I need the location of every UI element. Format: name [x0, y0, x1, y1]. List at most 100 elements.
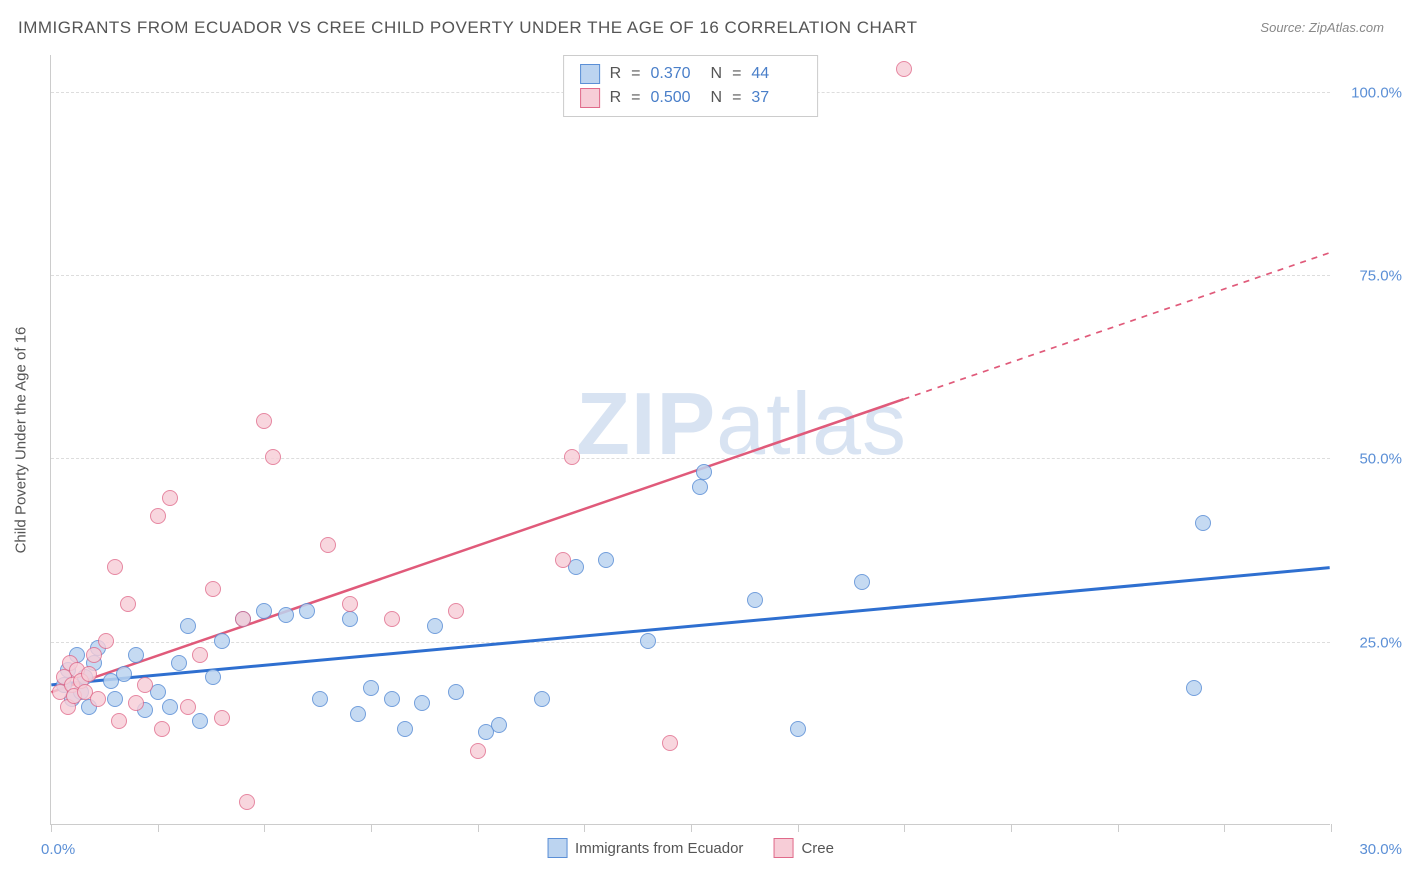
scatter-point-cree — [896, 61, 912, 77]
source-attribution: Source: ZipAtlas.com — [1260, 20, 1384, 35]
scatter-point-ecuador — [278, 607, 294, 623]
scatter-point-ecuador — [448, 684, 464, 700]
scatter-point-ecuador — [640, 633, 656, 649]
x-tick — [1118, 824, 1119, 832]
y-tick-label: 100.0% — [1351, 84, 1402, 101]
gridline: 25.0% — [51, 642, 1330, 643]
scatter-point-cree — [564, 449, 580, 465]
legend-n-value: 37 — [751, 89, 801, 107]
legend-row-cree: R = 0.500 N = 37 — [580, 86, 802, 110]
x-tick — [1011, 824, 1012, 832]
x-tick — [691, 824, 692, 832]
regression-lines — [51, 55, 1330, 824]
x-axis-min-label: 0.0% — [41, 841, 75, 858]
legend-eq: = — [631, 89, 640, 107]
x-tick — [51, 824, 52, 832]
scatter-point-ecuador — [180, 618, 196, 634]
scatter-point-ecuador — [107, 691, 123, 707]
legend-item-cree: Cree — [773, 838, 834, 858]
scatter-point-cree — [81, 666, 97, 682]
legend-row-ecuador: R=0.370N=44 — [580, 62, 802, 86]
scatter-point-ecuador — [312, 691, 328, 707]
scatter-point-cree — [128, 695, 144, 711]
scatter-point-ecuador — [205, 669, 221, 685]
scatter-point-cree — [205, 581, 221, 597]
scatter-point-ecuador — [299, 603, 315, 619]
x-tick — [584, 824, 585, 832]
gridline: 75.0% — [51, 275, 1330, 276]
scatter-point-cree — [162, 490, 178, 506]
scatter-point-ecuador — [534, 691, 550, 707]
gridline: 50.0% — [51, 458, 1330, 459]
scatter-point-cree — [90, 691, 106, 707]
x-tick — [904, 824, 905, 832]
scatter-point-cree — [320, 537, 336, 553]
scatter-point-ecuador — [790, 721, 806, 737]
scatter-point-cree — [662, 735, 678, 751]
legend-r-value: 0.500 — [651, 89, 701, 107]
legend-n-label: N — [711, 65, 723, 83]
scatter-point-cree — [137, 677, 153, 693]
scatter-point-ecuador — [854, 574, 870, 590]
x-tick — [264, 824, 265, 832]
chart-title: IMMIGRANTS FROM ECUADOR VS CREE CHILD PO… — [18, 18, 918, 38]
scatter-point-cree — [98, 633, 114, 649]
legend-eq: = — [631, 65, 640, 83]
y-axis-title: Child Poverty Under the Age of 16 — [13, 326, 30, 553]
x-tick — [371, 824, 372, 832]
legend-n-value: 44 — [751, 65, 801, 83]
scatter-point-ecuador — [192, 713, 208, 729]
scatter-point-cree — [111, 713, 127, 729]
scatter-point-ecuador — [491, 717, 507, 733]
scatter-point-cree — [384, 611, 400, 627]
scatter-point-cree — [150, 508, 166, 524]
scatter-point-cree — [214, 710, 230, 726]
legend-r-value: 0.370 — [651, 65, 701, 83]
scatter-point-ecuador — [427, 618, 443, 634]
x-tick — [798, 824, 799, 832]
legend-n-label: N — [711, 89, 723, 107]
x-tick — [1224, 824, 1225, 832]
legend-eq: = — [732, 65, 741, 83]
scatter-point-cree — [239, 794, 255, 810]
legend-series-name: Immigrants from Ecuador — [575, 840, 743, 857]
scatter-point-ecuador — [350, 706, 366, 722]
watermark: ZIPatlas — [576, 373, 907, 475]
x-axis-max-label: 30.0% — [1359, 841, 1402, 858]
legend-r-label: R — [610, 89, 622, 107]
scatter-point-cree — [256, 413, 272, 429]
legend-swatch-ecuador — [547, 838, 567, 858]
source-name: ZipAtlas.com — [1309, 20, 1384, 35]
x-tick — [158, 824, 159, 832]
scatter-point-ecuador — [342, 611, 358, 627]
scatter-point-ecuador — [128, 647, 144, 663]
scatter-point-cree — [120, 596, 136, 612]
y-tick-label: 25.0% — [1359, 634, 1402, 651]
scatter-point-ecuador — [397, 721, 413, 737]
scatter-point-ecuador — [384, 691, 400, 707]
scatter-point-cree — [180, 699, 196, 715]
scatter-point-ecuador — [363, 680, 379, 696]
scatter-point-ecuador — [1186, 680, 1202, 696]
scatter-point-ecuador — [747, 592, 763, 608]
scatter-point-ecuador — [214, 633, 230, 649]
scatter-point-ecuador — [256, 603, 272, 619]
scatter-point-cree — [342, 596, 358, 612]
scatter-point-ecuador — [162, 699, 178, 715]
legend-swatch-cree — [773, 838, 793, 858]
legend-item-ecuador: Immigrants from Ecuador — [547, 838, 743, 858]
scatter-point-cree — [192, 647, 208, 663]
scatter-point-ecuador — [598, 552, 614, 568]
legend-eq: = — [732, 89, 741, 107]
scatter-point-cree — [86, 647, 102, 663]
scatter-point-ecuador — [171, 655, 187, 671]
series-legend: Immigrants from Ecuador Cree — [547, 838, 834, 858]
scatter-point-cree — [107, 559, 123, 575]
source-label: Source: — [1260, 20, 1305, 35]
correlation-legend: R = 0.370 N = 44 R = 0.500 N = 37 — [563, 55, 819, 117]
plot-area: ZIPatlas Child Poverty Under the Age of … — [50, 55, 1330, 825]
regression-line-cree — [51, 399, 903, 692]
y-tick-label: 75.0% — [1359, 268, 1402, 285]
scatter-point-ecuador — [692, 479, 708, 495]
scatter-point-ecuador — [116, 666, 132, 682]
